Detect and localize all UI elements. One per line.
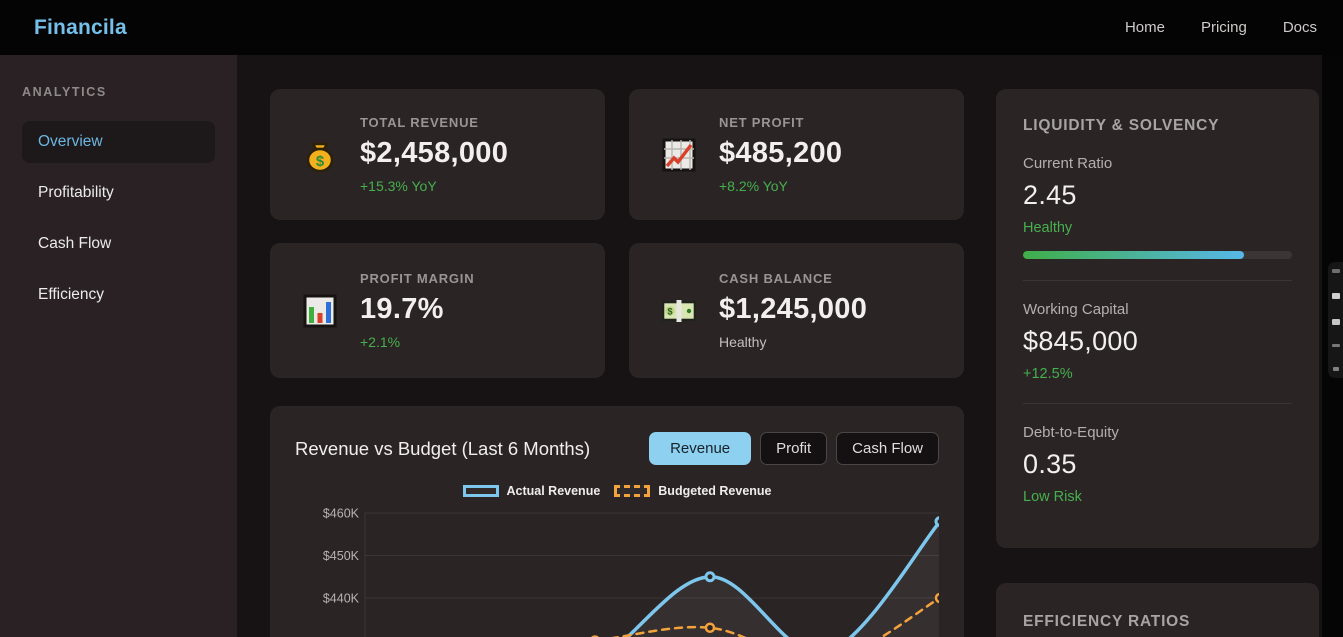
side-widget-icon — [1331, 269, 1340, 273]
revenue-tab-button[interactable]: Revenue — [649, 432, 752, 465]
revenue-vs-budget-line-chart[interactable]: $460K $450K $440K — [295, 501, 939, 637]
kpi-value: 19.7% — [360, 293, 444, 325]
dollar-banknote-icon: $ — [661, 299, 697, 322]
divider — [1023, 280, 1292, 281]
kpi-status: Healthy — [719, 334, 767, 350]
sidebar: ANALYTICS Overview Profitability Cash Fl… — [0, 55, 237, 637]
kpi-card-cash-balance: $ CASH BALANCE $1,245,000 Healthy — [629, 243, 964, 378]
actual-revenue-swatch-icon — [462, 484, 499, 497]
cash-flow-tab-button[interactable]: Cash Flow — [836, 432, 939, 465]
side-widget-scrollbar-thumb[interactable] — [1328, 262, 1343, 378]
nav-link-pricing[interactable]: Pricing — [1200, 19, 1247, 36]
sidebar-item-cash-flow[interactable]: Cash Flow — [38, 235, 112, 252]
kpi-value: $2,458,000 — [360, 137, 509, 169]
kpi-delta: +15.3% YoY — [360, 178, 437, 194]
current-ratio-progress-fill — [1023, 251, 1244, 259]
current-ratio-progress-bar — [1023, 251, 1292, 259]
kpi-card-total-revenue: $ TOTAL REVENUE $2,458,000 +15.3% YoY — [270, 89, 605, 220]
metric-current-ratio: Current Ratio 2.45 Healthy — [1023, 155, 1292, 259]
kpi-delta: +8.2% YoY — [719, 178, 788, 194]
kpi-card-profit-margin: PROFIT MARGIN 19.7% +2.1% — [270, 243, 605, 378]
svg-text:$460K: $460K — [323, 507, 360, 521]
kpi-card-net-profit: NET PROFIT $485,200 +8.2% YoY — [629, 89, 964, 220]
nav-link-docs[interactable]: Docs — [1282, 19, 1317, 36]
efficiency-ratios-panel: EFFICIENCY RATIOS — [996, 583, 1319, 637]
svg-text:$: $ — [316, 153, 325, 170]
kpi-label: CASH BALANCE — [719, 271, 833, 286]
sidebar-item-overview[interactable]: Overview — [22, 121, 215, 163]
side-widget-icon — [1331, 344, 1340, 348]
kpi-label: TOTAL REVENUE — [360, 115, 479, 130]
main-content: $ TOTAL REVENUE $2,458,000 +15.3% YoY NE… — [237, 55, 1322, 637]
profit-tab-button[interactable]: Profit — [760, 432, 828, 465]
side-widget-icon — [1331, 292, 1340, 299]
svg-text:$: $ — [667, 306, 672, 316]
revenue-chart-card: Revenue vs Budget (Last 6 Months) Revenu… — [270, 406, 964, 637]
kpi-label: NET PROFIT — [719, 115, 805, 130]
money-bag-icon: $ — [306, 142, 334, 172]
status-badge: Healthy — [1023, 220, 1073, 236]
svg-text:$450K: $450K — [323, 549, 360, 563]
status-badge: Low Risk — [1023, 489, 1082, 505]
bar-chart-icon — [303, 294, 337, 327]
top-navbar: Financila Home Pricing Docs — [0, 0, 1343, 55]
metric-debt-to-equity: Debt-to-Equity 0.35 Low Risk — [1023, 424, 1292, 505]
status-badge: +12.5% — [1023, 366, 1073, 382]
kpi-value: $1,245,000 — [719, 293, 868, 325]
sidebar-item-profitability[interactable]: Profitability — [38, 184, 114, 201]
divider — [1023, 403, 1292, 404]
nav-link-home[interactable]: Home — [1124, 19, 1165, 36]
chart-legend: Actual Revenue Budgeted Revenue — [295, 482, 939, 499]
sidebar-section-title: ANALYTICS — [22, 85, 107, 99]
liquidity-solvency-panel: LIQUIDITY & SOLVENCY Current Ratio 2.45 … — [996, 89, 1319, 548]
chart-title: Revenue vs Budget (Last 6 Months) — [295, 437, 591, 459]
brand-logo[interactable]: Financila — [34, 15, 127, 39]
svg-text:$440K: $440K — [323, 592, 360, 606]
kpi-value: $485,200 — [719, 137, 843, 169]
side-widget-icon — [1331, 318, 1340, 325]
panel-title: EFFICIENCY RATIOS — [1023, 613, 1191, 630]
budgeted-revenue-swatch-icon — [614, 484, 651, 497]
page-scrollbar-track[interactable] — [1322, 55, 1343, 637]
legend-item-actual-revenue[interactable]: Actual Revenue — [462, 484, 600, 498]
legend-item-budgeted-revenue[interactable]: Budgeted Revenue — [614, 484, 772, 498]
metric-working-capital: Working Capital $845,000 +12.5% — [1023, 301, 1292, 382]
nav-links: Home Pricing Docs — [1125, 19, 1317, 36]
chart-increasing-icon — [662, 138, 696, 171]
side-widget-icon — [1332, 367, 1339, 371]
kpi-delta: +2.1% — [360, 334, 401, 350]
sidebar-item-efficiency[interactable]: Efficiency — [38, 286, 105, 303]
kpi-label: PROFIT MARGIN — [360, 271, 475, 286]
panel-title: LIQUIDITY & SOLVENCY — [1023, 117, 1220, 134]
chart-toggle-buttons: Revenue Profit Cash Flow — [649, 432, 939, 465]
